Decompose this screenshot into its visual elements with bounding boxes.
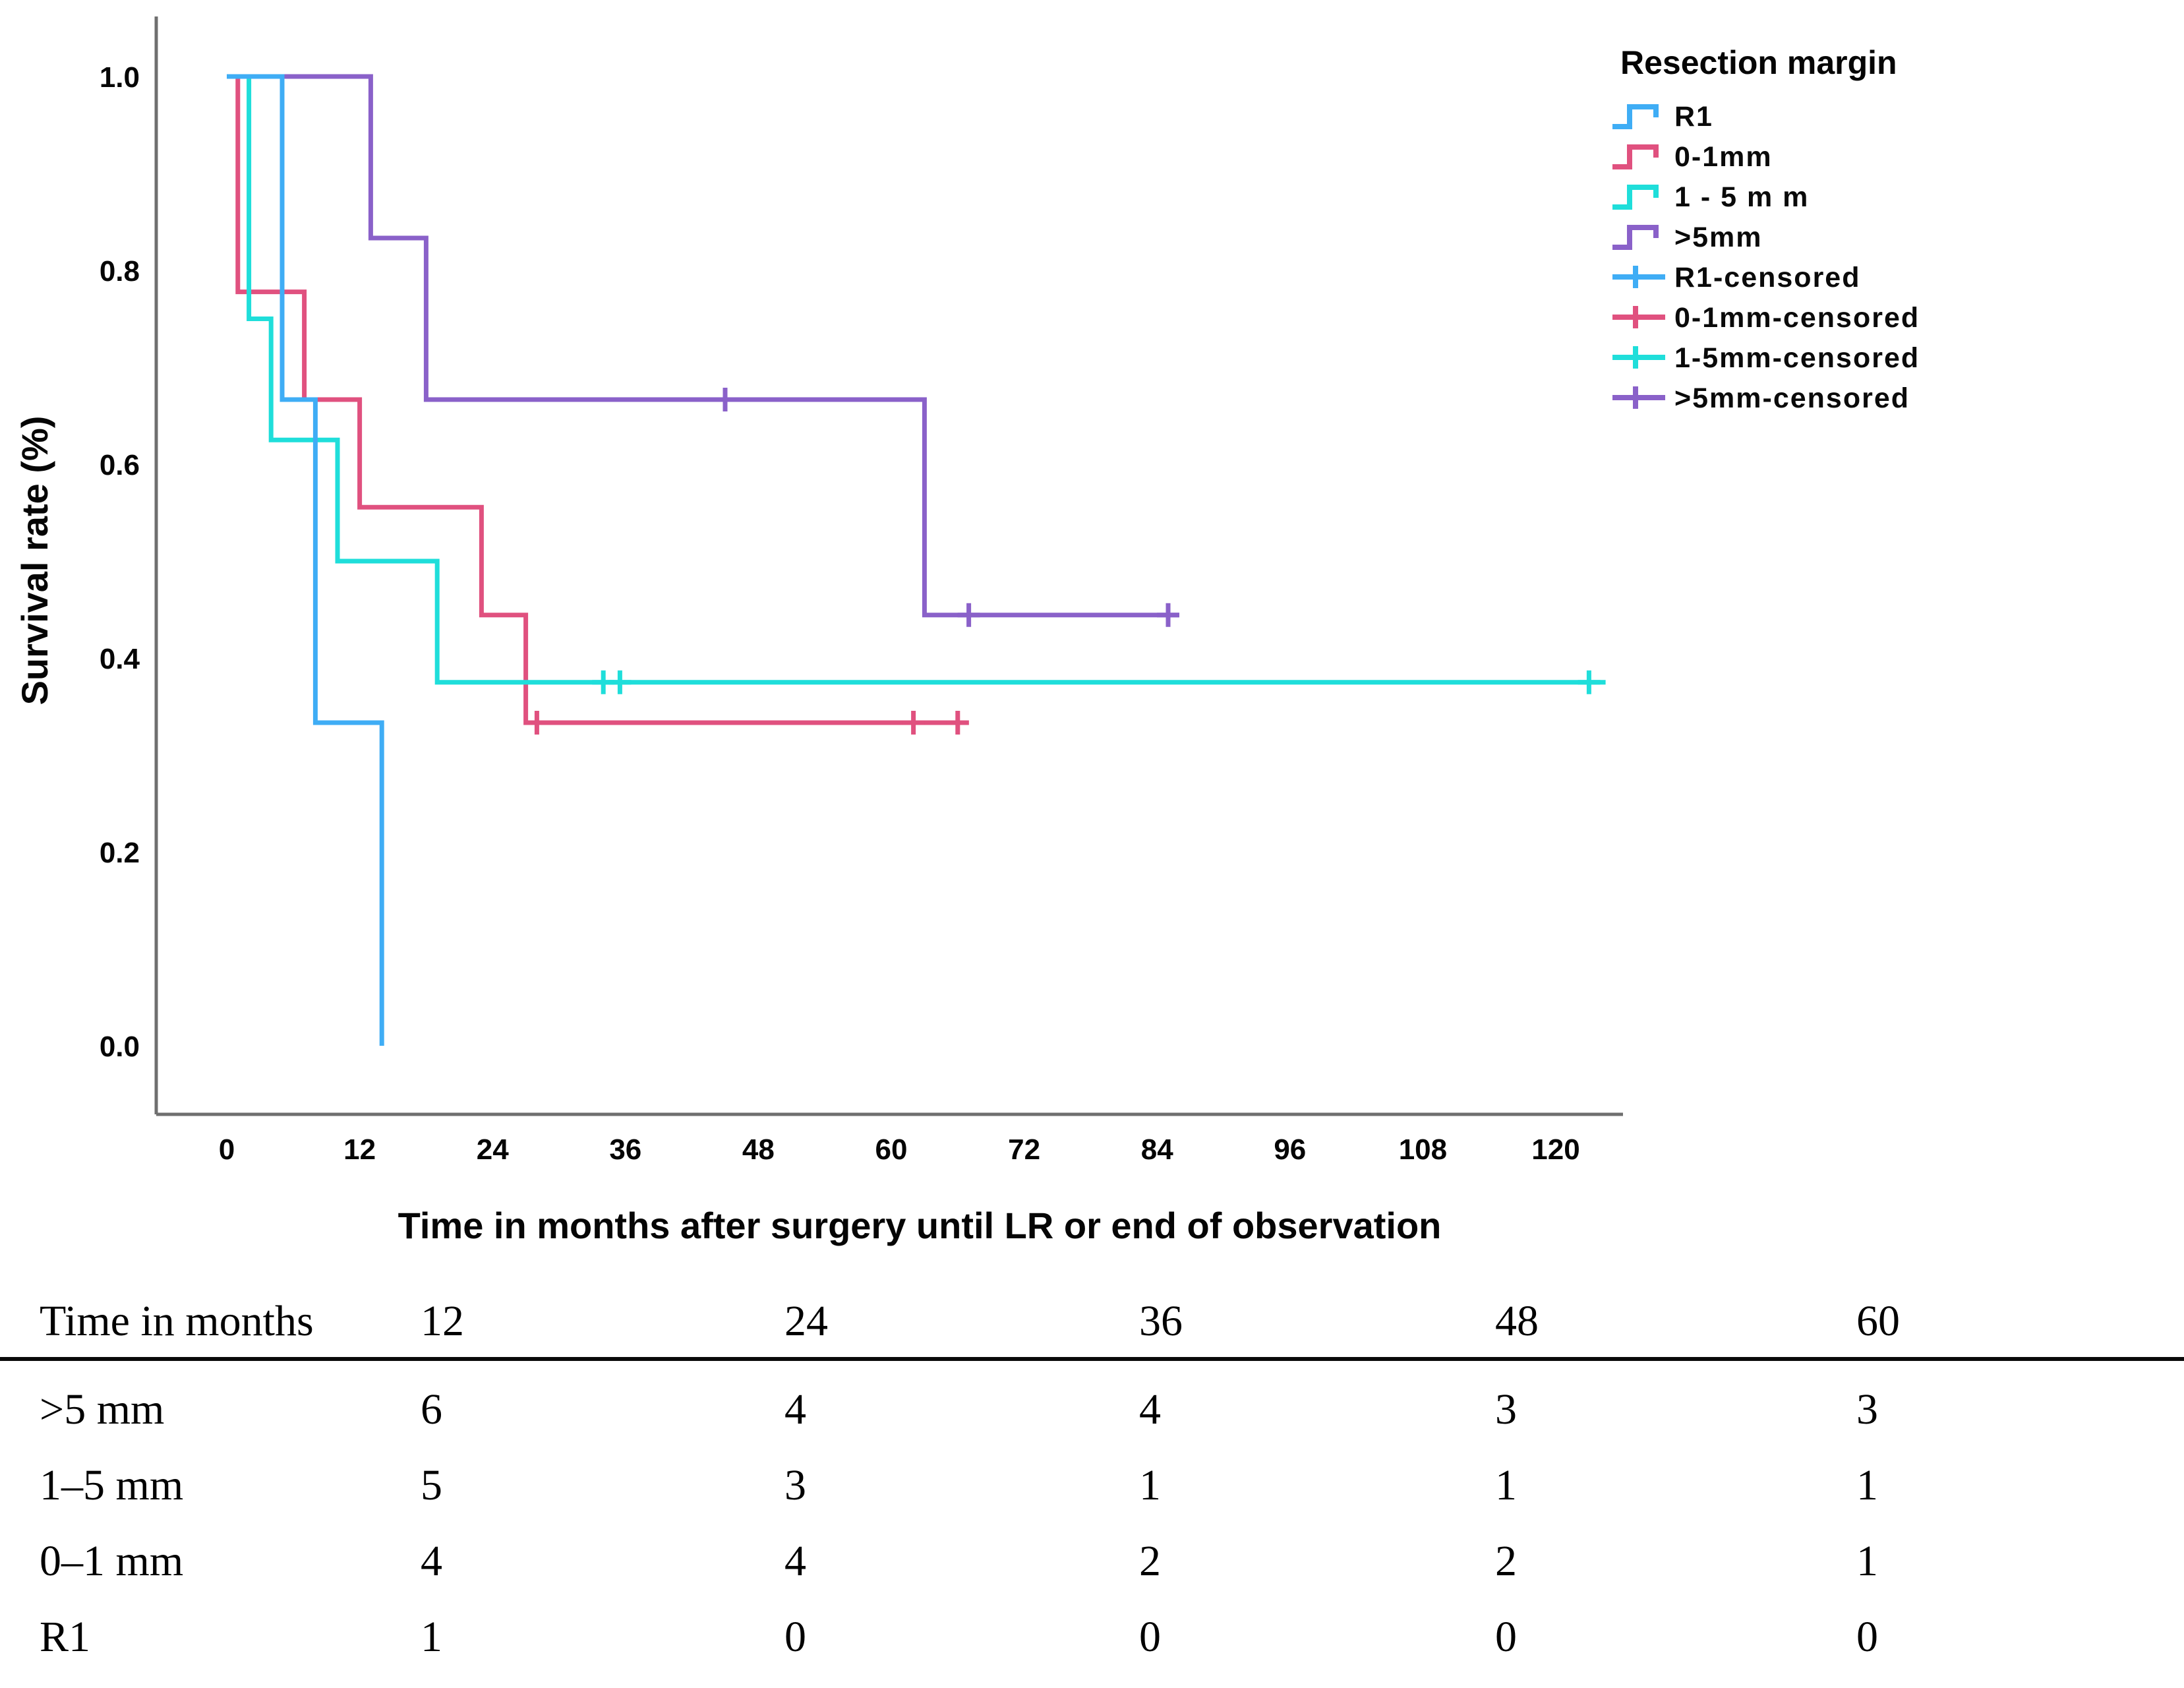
legend-step-glyph [1612,225,1659,250]
row-value: 1 [1495,1461,1517,1509]
row-value: 2 [1495,1536,1517,1585]
row-value: 1 [1139,1461,1161,1509]
row-value: 1 [1856,1461,1878,1509]
km-chart: 0.0 0.2 0.4 0.6 0.8 1.0 0 12 24 36 48 60 72 84 96 108 12… [14,16,1920,1246]
risk-table-row-1-5mm: 1–5 mm 5 3 1 1 1 [0,1447,2184,1523]
row-label: >5 mm [40,1385,165,1433]
x-tick-label: 72 [1008,1133,1040,1166]
risk-table-header-col: 60 [1856,1297,1900,1345]
row-value: 0 [1495,1612,1517,1661]
row-value: 0 [784,1612,806,1661]
x-axis-title: Time in months after surgery until LR or… [398,1205,1442,1246]
row-value: 5 [421,1461,442,1509]
x-tick-label: 0 [219,1133,235,1166]
y-tick-label: 1.0 [100,61,140,94]
x-tick-label: 12 [343,1133,376,1166]
curve-0-1mm [227,74,969,725]
row-value: 4 [421,1536,442,1585]
curve-1-5mm [227,74,1606,685]
legend-item-label: 1 - 5 m m [1674,181,1809,213]
row-value: 4 [784,1385,806,1433]
legend-item-label: >5mm [1674,222,1763,253]
x-tick-label: 96 [1274,1133,1306,1166]
risk-table-row-r1: R1 1 0 0 0 0 [0,1599,2184,1675]
legend-item-label: >5mm-censored [1674,382,1910,414]
row-value: 3 [784,1461,806,1509]
row-value: 4 [1139,1385,1161,1433]
y-tick-label: 0.6 [100,449,140,481]
curve->5mm [227,74,1179,618]
risk-table-header-label: Time in months [40,1297,314,1345]
row-label: 0–1 mm [40,1536,184,1585]
x-tick-label: 120 [1531,1133,1579,1166]
legend-step-glyph [1612,144,1659,169]
y-tick-label: 0.2 [100,837,140,869]
x-tick-label: 24 [477,1133,509,1166]
risk-table-row-gt5mm: >5 mm 6 4 4 3 3 [0,1372,2184,1447]
risk-table-header: Time in months 12 24 36 48 60 [0,1286,2184,1361]
x-tick-label: 36 [609,1133,641,1166]
row-value: 3 [1856,1385,1878,1433]
row-label: 1–5 mm [40,1461,184,1509]
legend-step-glyph [1612,185,1659,210]
risk-table-header-col: 36 [1139,1297,1183,1345]
row-value: 6 [421,1385,442,1433]
x-tick-label: 48 [742,1133,775,1166]
risk-table-header-col: 24 [784,1297,828,1345]
legend-item-label: 0-1mm-censored [1674,302,1920,334]
legend-item-label: 0-1mm [1674,141,1773,173]
y-tick-label: 0.4 [100,643,140,675]
risk-table-row-0-1mm: 0–1 mm 4 4 2 2 1 [0,1523,2184,1599]
risk-table: Time in months 12 24 36 48 60 >5 mm 6 4 … [0,1286,2184,1688]
x-tick-label: 108 [1399,1133,1447,1166]
risk-table-header-col: 48 [1495,1297,1539,1345]
y-tick-label: 0.8 [100,255,140,287]
row-value: 1 [421,1612,442,1661]
row-value: 2 [1139,1536,1161,1585]
row-label: R1 [40,1612,91,1661]
row-value: 3 [1495,1385,1517,1433]
x-tick-label: 84 [1141,1133,1173,1166]
row-value: 4 [784,1536,806,1585]
curve-R1 [227,74,384,1046]
row-value: 1 [1856,1536,1878,1585]
legend-item-label: 1-5mm-censored [1674,342,1920,374]
y-axis-title: Survival rate (%) [14,416,55,706]
risk-table-header-col: 12 [421,1297,464,1345]
x-tick-label: 60 [875,1133,908,1166]
y-tick-label: 0.0 [100,1031,140,1063]
row-value: 0 [1139,1612,1161,1661]
legend-item-label: R1 [1674,101,1713,133]
row-value: 0 [1856,1612,1878,1661]
legend-item-label: R1-censored [1674,262,1860,293]
risk-table-body: >5 mm 6 4 4 3 3 1–5 mm 5 3 1 1 1 0–1 mm … [0,1361,2184,1675]
legend-title: Resection margin [1620,44,1897,81]
legend-step-glyph [1612,104,1659,129]
